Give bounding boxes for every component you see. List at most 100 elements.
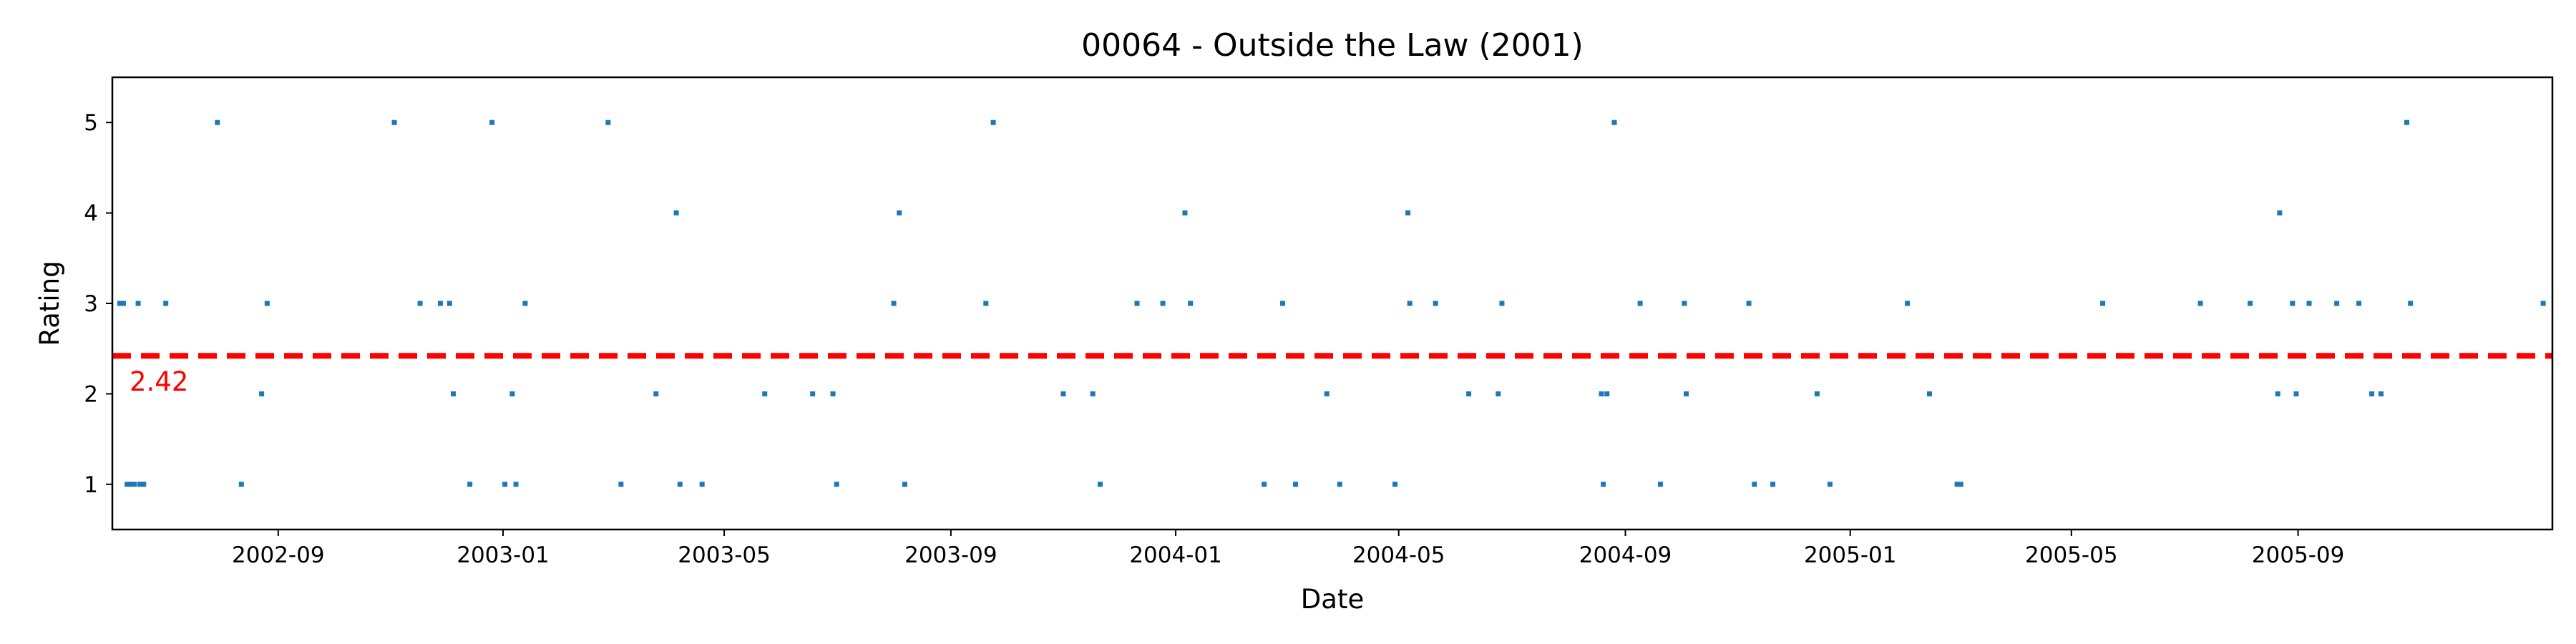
rating-point bbox=[1601, 482, 1606, 487]
rating-point bbox=[1682, 301, 1687, 306]
rating-point bbox=[1466, 391, 1472, 396]
rating-point bbox=[2275, 391, 2280, 396]
rating-point bbox=[1954, 482, 1960, 487]
x-axis-label: Date bbox=[1301, 584, 1364, 615]
rating-point bbox=[2306, 301, 2312, 306]
rating-point bbox=[1752, 482, 1757, 487]
rating-point bbox=[128, 482, 134, 487]
rating-point bbox=[2369, 391, 2375, 396]
x-tick-label: 2005-01 bbox=[1804, 542, 1897, 568]
rating-point bbox=[834, 482, 839, 487]
rating-point bbox=[1496, 391, 1501, 396]
rating-point bbox=[1097, 482, 1103, 487]
rating-point bbox=[2100, 301, 2106, 306]
rating-point bbox=[990, 119, 996, 125]
rating-point bbox=[1770, 482, 1776, 487]
rating-point bbox=[1188, 301, 1194, 306]
rating-point bbox=[897, 210, 902, 216]
rating-point bbox=[1160, 301, 1166, 306]
rating-point bbox=[163, 301, 169, 306]
rating-point bbox=[1090, 391, 1096, 396]
rating-point bbox=[605, 119, 611, 125]
rating-point bbox=[983, 301, 989, 306]
rating-point bbox=[2277, 210, 2283, 216]
rating-point bbox=[391, 119, 397, 125]
rating-point bbox=[2404, 119, 2410, 125]
y-axis-ticks: 1 2 3 4 5 bbox=[84, 110, 112, 498]
rating-point bbox=[1926, 391, 1932, 396]
rating-point bbox=[1407, 301, 1413, 306]
x-tick-label: 2003-05 bbox=[678, 542, 771, 568]
x-tick-label: 2003-01 bbox=[457, 542, 550, 568]
x-tick-label: 2005-05 bbox=[2025, 542, 2118, 568]
rating-point bbox=[2290, 301, 2296, 306]
rating-point bbox=[1292, 482, 1298, 487]
rating-point bbox=[141, 482, 147, 487]
rating-point bbox=[1060, 391, 1066, 396]
rating-point bbox=[1279, 301, 1285, 306]
rating-point bbox=[264, 301, 270, 306]
rating-point bbox=[1827, 482, 1833, 487]
rating-point bbox=[1499, 301, 1505, 306]
y-tick-label: 4 bbox=[84, 201, 98, 227]
rating-point bbox=[891, 301, 897, 306]
rating-point bbox=[2334, 301, 2340, 306]
rating-point bbox=[513, 482, 519, 487]
chart-title: 00064 - Outside the Law (2001) bbox=[1081, 27, 1584, 64]
x-tick-label: 2004-01 bbox=[1129, 542, 1222, 568]
rating-point bbox=[1134, 301, 1140, 306]
rating-point bbox=[2197, 301, 2203, 306]
rating-point bbox=[1958, 482, 1963, 487]
rating-point bbox=[830, 391, 836, 396]
y-tick-label: 3 bbox=[84, 291, 98, 317]
x-axis-ticks: 2002-09 2003-01 2003-05 2003-09 2004-01 2004-… bbox=[232, 530, 2344, 568]
rating-point bbox=[2378, 391, 2384, 396]
rating-point bbox=[1684, 391, 1689, 396]
rating-point bbox=[437, 301, 443, 306]
rating-point bbox=[1657, 482, 1663, 487]
rating-point bbox=[417, 301, 423, 306]
y-tick-label: 2 bbox=[84, 381, 98, 407]
rating-point bbox=[677, 482, 683, 487]
rating-point bbox=[489, 119, 495, 125]
rating-point bbox=[215, 119, 220, 125]
rating-point bbox=[1392, 482, 1398, 487]
rating-point bbox=[2248, 301, 2253, 306]
rating-point bbox=[1611, 119, 1617, 125]
rating-point bbox=[618, 482, 624, 487]
mean-rating-label: 2.42 bbox=[130, 366, 188, 397]
rating-point bbox=[1405, 210, 1411, 216]
rating-point bbox=[502, 482, 508, 487]
rating-point bbox=[467, 482, 473, 487]
rating-point bbox=[1746, 301, 1752, 306]
rating-point bbox=[1337, 482, 1342, 487]
x-tick-label: 2004-09 bbox=[1579, 542, 1672, 568]
rating-point bbox=[2293, 391, 2299, 396]
rating-point bbox=[1637, 301, 1643, 306]
y-tick-label: 1 bbox=[84, 472, 98, 498]
x-tick-label: 2003-09 bbox=[904, 542, 997, 568]
rating-point bbox=[810, 391, 816, 396]
rating-point bbox=[125, 482, 130, 487]
rating-point bbox=[1324, 391, 1330, 396]
x-tick-label: 2002-09 bbox=[232, 542, 325, 568]
rating-point bbox=[1433, 301, 1438, 306]
rating-point bbox=[2356, 301, 2362, 306]
rating-point bbox=[902, 482, 907, 487]
plot-frame bbox=[111, 76, 2554, 531]
rating-point bbox=[137, 482, 143, 487]
rating-point bbox=[509, 391, 515, 396]
rating-point bbox=[762, 391, 768, 396]
rating-point bbox=[238, 482, 244, 487]
x-tick-label: 2004-05 bbox=[1352, 542, 1445, 568]
rating-point bbox=[132, 482, 137, 487]
rating-point bbox=[1262, 482, 1267, 487]
rating-point bbox=[450, 391, 456, 396]
rating-point bbox=[135, 301, 141, 306]
rating-point bbox=[117, 301, 122, 306]
rating-point bbox=[259, 391, 265, 396]
rating-point bbox=[699, 482, 705, 487]
rating-point bbox=[653, 391, 659, 396]
rating-point bbox=[2540, 301, 2546, 306]
